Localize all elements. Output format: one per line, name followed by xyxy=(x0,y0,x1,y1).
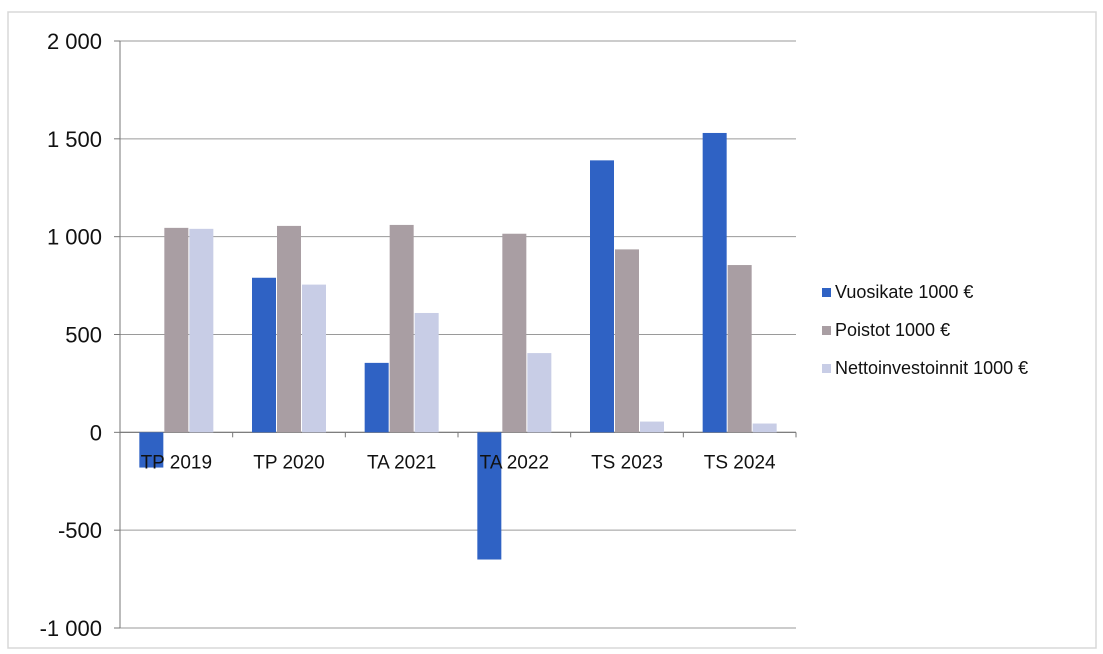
bar xyxy=(702,132,727,433)
bar xyxy=(189,228,214,433)
y-tick-label: 0 xyxy=(90,420,102,445)
gridlines xyxy=(120,40,796,629)
legend-label: Nettoinvestoinnit 1000 € xyxy=(835,358,1028,378)
category-label: TP 2020 xyxy=(253,452,324,473)
legend-label: Vuosikate 1000 € xyxy=(835,282,973,302)
chart-border xyxy=(7,11,1097,649)
y-tick-label: 1 500 xyxy=(47,127,102,152)
bar xyxy=(590,160,614,433)
legend-label: Poistot 1000 € xyxy=(835,320,950,340)
bar xyxy=(164,227,189,433)
legend-swatch xyxy=(822,364,831,373)
bar xyxy=(414,312,439,433)
y-tick-label: -1 000 xyxy=(40,616,102,641)
category-label: TS 2024 xyxy=(704,452,776,473)
y-tick-label: 500 xyxy=(65,323,102,348)
bar xyxy=(615,249,639,433)
bar xyxy=(527,353,552,433)
axes xyxy=(114,40,797,629)
y-tick-label: -500 xyxy=(58,518,102,543)
y-tick-label: 2 000 xyxy=(47,29,102,54)
bar xyxy=(364,362,389,433)
y-tick-label: 1 000 xyxy=(47,225,102,250)
category-label: TA 2021 xyxy=(367,452,436,473)
axis-labels: 2 000 1 500 1 000 500 0 -500 -1 000 TP 2019 TP 2… xyxy=(40,29,776,641)
bar xyxy=(502,233,527,433)
legend-swatch xyxy=(822,326,831,335)
bar xyxy=(277,225,301,433)
legend: Vuosikate 1000 € Poistot 1000 € Nettoinves… xyxy=(822,282,1028,378)
bar xyxy=(139,432,164,468)
category-label: TP 2019 xyxy=(141,452,212,473)
bar xyxy=(752,423,777,433)
bar xyxy=(477,432,502,560)
bar xyxy=(727,265,752,433)
category-label: TS 2023 xyxy=(591,452,663,473)
category-label: TA 2022 xyxy=(480,452,549,473)
bar xyxy=(640,421,664,433)
bar xyxy=(389,224,414,433)
legend-swatch xyxy=(822,288,831,297)
bars xyxy=(139,132,777,560)
bar xyxy=(302,284,326,433)
bar xyxy=(252,277,276,433)
